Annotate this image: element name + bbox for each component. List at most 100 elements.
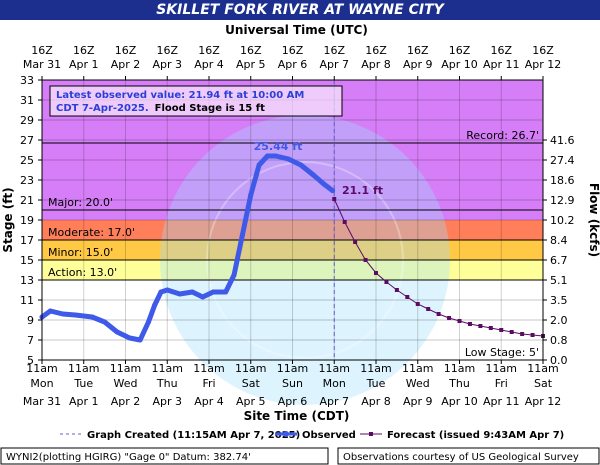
observed-point — [60, 311, 66, 317]
peak-label: 25.44 ft — [254, 140, 303, 153]
bottom-tick-day: Wed — [406, 377, 430, 390]
bottom-tick-date: Apr 10 — [441, 395, 478, 408]
bottom-tick-time: 11am — [152, 362, 183, 375]
observed-point — [248, 192, 254, 198]
latest-value-line1: Latest observed value: 21.94 ft at 10:00… — [56, 90, 304, 101]
bottom-tick-date: Apr 11 — [483, 395, 520, 408]
bottom-tick-date: Apr 6 — [278, 395, 308, 408]
top-tick-date: Mar 31 — [23, 58, 61, 71]
top-axis-label: Universal Time (UTC) — [225, 23, 368, 37]
top-tick-time: 16Z — [282, 44, 304, 57]
bottom-tick-date: Apr 8 — [361, 395, 391, 408]
forecast-point — [405, 295, 410, 299]
bottom-tick-date: Apr 7 — [319, 395, 349, 408]
bottom-tick-date: Apr 2 — [111, 395, 141, 408]
observed-point — [264, 153, 270, 159]
forecast-point — [457, 319, 462, 323]
bottom-tick-day: Sun — [282, 377, 303, 390]
bottom-tick-day: Wed — [114, 377, 138, 390]
bottom-tick-date: Apr 9 — [403, 395, 433, 408]
forecast-point — [509, 330, 514, 334]
series-layer — [39, 80, 545, 360]
top-tick-time: 16Z — [156, 44, 178, 57]
observed-point — [114, 329, 120, 335]
flow-tick-label: 41.6 — [550, 134, 575, 147]
top-tick-date: Apr 1 — [69, 58, 99, 71]
y-tick-label: 29 — [20, 114, 34, 127]
flow-tick-label: 0.0 — [550, 354, 568, 367]
observed-point — [47, 308, 53, 314]
label-action: Action: 13.0' — [48, 266, 117, 279]
forecast-point — [415, 302, 420, 306]
hydrograph-chart: 5 7 9 11 13 15 17 19 21 23 25 27 29 31 33 Stage (ft) 0.0… — [0, 23, 600, 465]
footer-datum-text: WYNI2(plotting HGIRG) "Gage 0" Datum: 38… — [6, 452, 251, 463]
observed-point — [285, 156, 291, 162]
bottom-tick-day: Thu — [448, 377, 470, 390]
bottom-tick-time: 11am — [277, 362, 308, 375]
top-tick-date: Apr 2 — [111, 58, 141, 71]
axes-layer: 5 7 9 11 13 15 17 19 21 23 25 27 29 31 33 Stage (ft) 0.0… — [1, 23, 600, 423]
bottom-tick-time: 11am — [26, 362, 57, 375]
y-tick-label: 25 — [20, 154, 34, 167]
forecast-point — [520, 332, 525, 336]
y-tick-label: 31 — [20, 94, 34, 107]
top-tick-date: Apr 6 — [278, 58, 308, 71]
y-tick-label: 17 — [20, 234, 34, 247]
top-tick-time: 16Z — [240, 44, 262, 57]
y-tick-label: 7 — [27, 334, 34, 347]
top-tick-date: Apr 11 — [483, 58, 520, 71]
top-tick-date: Apr 8 — [361, 58, 391, 71]
flow-tick-label: 0.8 — [550, 334, 568, 347]
y-tick-label: 21 — [20, 194, 34, 207]
flood-category-bands — [42, 80, 543, 360]
observed-point — [164, 287, 170, 293]
observed-point — [231, 272, 237, 278]
bottom-tick-time: 11am — [486, 362, 517, 375]
observed-point — [200, 294, 206, 300]
bottom-tick-date: Mar 31 — [23, 395, 61, 408]
top-tick-date: Apr 7 — [319, 58, 349, 71]
bottom-tick-date: Apr 4 — [194, 395, 224, 408]
bottom-tick-time: 11am — [319, 362, 350, 375]
flow-tick-label: 3.5 — [550, 294, 568, 307]
bottom-tick-time: 11am — [444, 362, 475, 375]
bottom-tick-time: 11am — [235, 362, 266, 375]
bottom-tick-day: Thu — [156, 377, 178, 390]
top-tick-time: 16Z — [198, 44, 220, 57]
flow-tick-label: 5.1 — [550, 274, 568, 287]
flow-tick-label: 6.7 — [550, 254, 568, 267]
legend-observed-text: Observed — [302, 430, 356, 441]
top-tick-date: Apr 10 — [441, 58, 478, 71]
top-tick-date: Apr 12 — [525, 58, 562, 71]
bottom-tick-time: 11am — [110, 362, 141, 375]
observed-point — [239, 232, 245, 238]
latest-value-box: Latest observed value: 21.94 ft at 10:00… — [49, 85, 343, 117]
top-tick-time: 16Z — [73, 44, 95, 57]
bottom-tick-time: 11am — [527, 362, 558, 375]
legend-observed-marker — [283, 431, 289, 437]
label-major: Major: 20.0' — [48, 196, 113, 209]
footer-credit-text: Observations courtesy of US Geological S… — [343, 452, 579, 463]
top-tick-time: 16Z — [365, 44, 387, 57]
flow-tick-label: 10.2 — [550, 214, 575, 227]
forecast-point — [530, 333, 535, 337]
y-tick-label: 13 — [20, 274, 34, 287]
label-low-stage: Low Stage: 5' — [465, 346, 539, 359]
flow-tick-label: 12.9 — [550, 194, 575, 207]
forecast-point — [353, 240, 358, 244]
footer-left-box — [0, 447, 329, 465]
top-tick-date: Apr 4 — [194, 58, 224, 71]
top-tick-date: Apr 5 — [236, 58, 266, 71]
observed-point — [223, 289, 229, 295]
legend-created-text: Graph Created (11:15AM Apr 7, 2025) — [87, 430, 300, 441]
forecast-start-label: 21.1 ft — [342, 184, 383, 197]
annotations-layer: Action: 13.0' Minor: 15.0' Moderate: 17.0'… — [48, 85, 539, 359]
bottom-tick-day: Mon — [30, 377, 53, 390]
chart-title: SKILLET FORK RIVER AT WAYNE CITY — [0, 0, 600, 20]
observed-point — [210, 289, 216, 295]
forecast-point — [363, 258, 368, 262]
y-tick-label: 23 — [20, 174, 34, 187]
bottom-tick-day: Fri — [202, 377, 215, 390]
y-tick-label: 19 — [20, 214, 34, 227]
bottom-tick-date: Apr 12 — [525, 395, 562, 408]
